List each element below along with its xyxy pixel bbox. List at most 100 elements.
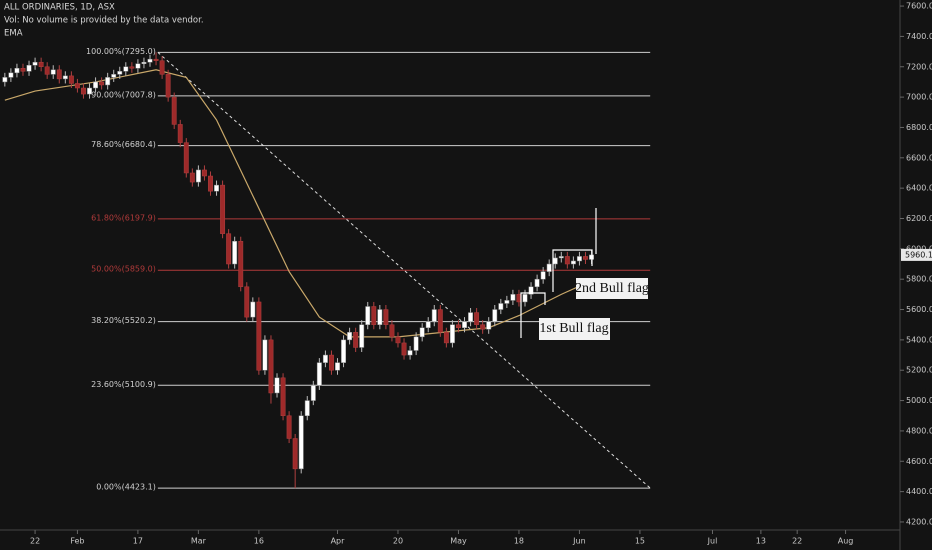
candle-body [44,66,50,75]
x-tick-label: 18 [514,537,524,546]
candle-body [147,58,153,63]
candle-body [2,77,8,83]
x-tick-label: Aug [838,537,854,546]
candle-body [347,332,353,341]
candle-body [32,61,38,66]
bull-flag-drawings [520,208,597,338]
candle-body [244,286,250,318]
annotation: 2nd Bull flag [575,281,649,296]
candle-body [425,321,431,328]
candle-body [56,69,62,80]
candle-body [449,324,455,344]
candle-body [570,260,576,265]
y-tick-label: 4200.0 [906,517,932,526]
candle-body [93,81,99,89]
candle-body [117,71,123,75]
candle-body [437,309,443,333]
y-tick-label: 6000.0 [906,244,932,253]
candle-body [50,69,56,75]
candle-body [341,339,346,363]
volume-note: Vol: No volume is provided by the data v… [4,16,204,26]
x-tick-label: Feb [70,537,84,546]
flag-2 [552,249,593,292]
candle-body [195,169,201,183]
candle-body [322,354,328,363]
candle-body [171,96,177,125]
x-tick-label: 13 [756,537,766,546]
candle-body [274,377,280,394]
candle-body [87,87,92,95]
candle-body [286,415,292,439]
x-tick-label: Apr [331,537,346,546]
candle-body [486,321,492,330]
candle-body [256,301,262,371]
candle-body [81,87,86,95]
candle-body [226,233,232,265]
trend-line [157,51,651,489]
x-tick-label: Jun [572,537,586,546]
candle-body [383,309,389,325]
candle-body [528,286,534,295]
indicator-name: EMA [4,29,23,39]
candle-body [74,83,80,89]
candle-body [395,336,401,344]
annotation: 1st Bull flag [539,321,608,336]
candle-body [564,256,570,265]
y-tick-label: 6800.0 [906,123,932,132]
fib-label: 61.80%(6197.9) [91,213,156,222]
x-tick-label: May [450,537,467,546]
candle-body [371,306,377,325]
candle-body [105,77,111,86]
candle-body [189,172,195,183]
x-tick-label: Mar [191,537,207,546]
candle-body [377,309,383,325]
candle-body [250,301,256,318]
candle-body [232,241,238,265]
candle-body [576,256,582,262]
candle-body [504,300,510,304]
fib-label: 90.00%(7007.8) [91,90,156,99]
x-tick-label: 17 [133,537,143,546]
candle-body [474,312,480,325]
y-tick-label: 4600.0 [906,457,932,466]
candle-body [522,294,528,303]
candle-body [68,75,74,84]
candle-body [135,63,141,69]
candle-body [419,327,425,338]
candle-body [141,61,147,64]
candle-body [111,74,117,78]
candle-body [335,362,340,371]
annotation-box [539,318,610,340]
fib-label: 23.60%(5100.9) [91,380,156,389]
last-price-box [901,248,932,261]
candle-body [389,324,395,338]
candle-body [365,306,371,325]
candle-body [407,350,413,356]
candle-body [262,339,268,371]
fib-label: 78.60%(6680.4) [91,140,156,149]
candle-body [177,124,183,143]
y-tick-label: 6400.0 [906,184,932,193]
candle-body [62,75,68,80]
candle-body [304,400,310,416]
y-tick-label: 7000.0 [906,93,932,102]
candle-body [353,332,359,348]
candle-body [14,68,20,74]
candle-body [123,66,129,72]
x-tick-label: 22 [792,537,802,546]
candle-body [552,257,558,265]
candle-body [534,278,540,288]
x-tick-label: 20 [393,537,403,546]
candle-body [20,68,26,72]
y-tick-label: 5400.0 [906,335,932,344]
candle-body [238,241,244,288]
candle-body [456,324,461,328]
y-tick-label: 7200.0 [906,62,932,71]
fib-label: 100.00%(7295.0) [86,47,156,56]
candle-body [310,385,316,401]
candle-body [214,184,219,192]
y-tick-label: 6600.0 [906,153,932,162]
x-tick-label: 22 [30,537,40,546]
fib-label: 50.00%(5859.0) [91,265,156,274]
